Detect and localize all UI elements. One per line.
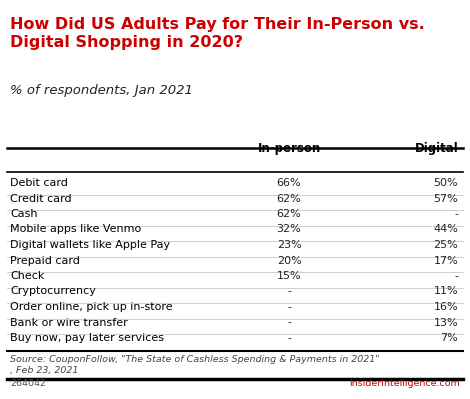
Text: 20%: 20%	[277, 255, 301, 265]
Text: Digital wallets like Apple Pay: Digital wallets like Apple Pay	[10, 240, 171, 250]
Text: InsiderIntelligence.com: InsiderIntelligence.com	[349, 379, 460, 388]
Text: -: -	[287, 286, 291, 296]
Text: Credit card: Credit card	[10, 194, 72, 203]
Text: 66%: 66%	[277, 178, 301, 188]
Text: 44%: 44%	[433, 225, 458, 235]
Text: -: -	[287, 302, 291, 312]
Text: 57%: 57%	[433, 194, 458, 203]
Text: -: -	[287, 333, 291, 343]
Text: 62%: 62%	[277, 209, 301, 219]
Text: -: -	[287, 318, 291, 328]
Text: Source: CouponFollow, "The State of Cashless Spending & Payments in 2021"
, Feb : Source: CouponFollow, "The State of Cash…	[10, 354, 380, 375]
Text: How Did US Adults Pay for Their In-Person vs.
Digital Shopping in 2020?: How Did US Adults Pay for Their In-Perso…	[10, 17, 425, 50]
Text: 15%: 15%	[277, 271, 301, 281]
Text: Cash: Cash	[10, 209, 38, 219]
Text: 7%: 7%	[440, 333, 458, 343]
Text: Check: Check	[10, 271, 45, 281]
Text: Buy now, pay later services: Buy now, pay later services	[10, 333, 164, 343]
Text: 16%: 16%	[434, 302, 458, 312]
Text: 62%: 62%	[277, 194, 301, 203]
Text: Bank or wire transfer: Bank or wire transfer	[10, 318, 128, 328]
Text: 13%: 13%	[434, 318, 458, 328]
Text: 264042: 264042	[10, 379, 47, 388]
Text: 23%: 23%	[277, 240, 301, 250]
Text: In-person: In-person	[258, 142, 321, 155]
Text: -: -	[454, 209, 458, 219]
Text: Digital: Digital	[415, 142, 458, 155]
Text: -: -	[454, 271, 458, 281]
Text: 50%: 50%	[434, 178, 458, 188]
Text: 17%: 17%	[433, 255, 458, 265]
Text: Prepaid card: Prepaid card	[10, 255, 80, 265]
Text: 25%: 25%	[433, 240, 458, 250]
Text: 11%: 11%	[434, 286, 458, 296]
Text: Mobile apps like Venmo: Mobile apps like Venmo	[10, 225, 141, 235]
Text: Order online, pick up in-store: Order online, pick up in-store	[10, 302, 173, 312]
Text: Cryptocurrency: Cryptocurrency	[10, 286, 96, 296]
Text: Debit card: Debit card	[10, 178, 68, 188]
Text: 32%: 32%	[277, 225, 301, 235]
Text: % of respondents, Jan 2021: % of respondents, Jan 2021	[10, 84, 193, 97]
